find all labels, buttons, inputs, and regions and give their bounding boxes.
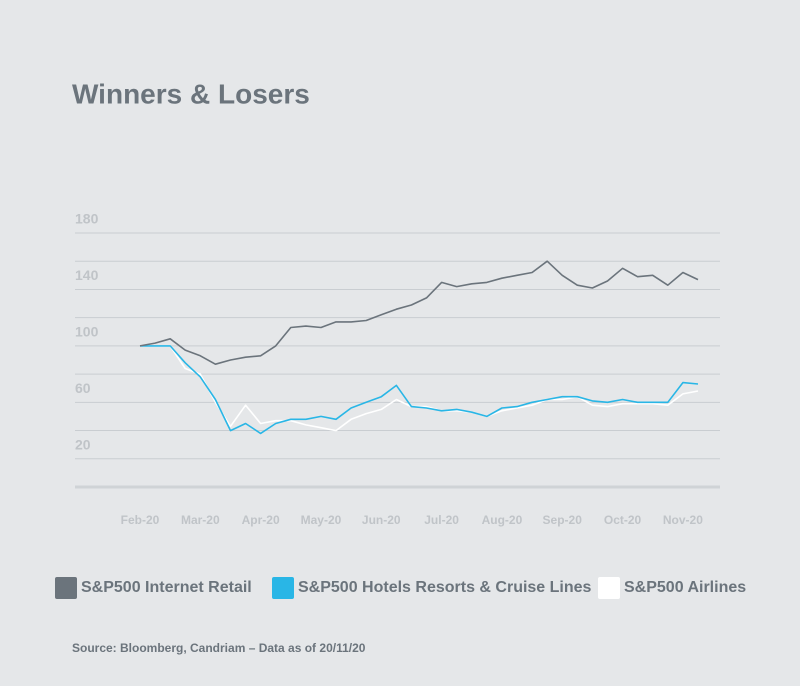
legend-label: S&P500 Hotels Resorts & Cruise Lines <box>298 579 592 596</box>
line-series <box>140 345 699 435</box>
x-tick-label: Sep-20 <box>543 513 583 527</box>
x-tick-label: Nov-20 <box>663 513 703 527</box>
x-tick-label: Apr-20 <box>242 513 280 527</box>
x-tick-label: Mar-20 <box>181 513 220 527</box>
x-tick-label: Jul-20 <box>424 513 459 527</box>
legend-label: S&P500 Airlines <box>624 579 746 596</box>
y-tick-label: 20 <box>75 436 91 452</box>
y-tick-label: 100 <box>75 324 99 340</box>
legend-swatch <box>598 577 620 599</box>
legend-label: S&P500 Internet Retail <box>81 579 252 596</box>
y-tick-label: 180 <box>75 211 99 227</box>
x-tick-label: Jun-20 <box>362 513 401 527</box>
y-tick-label: 140 <box>75 267 99 283</box>
y-tick-label: 60 <box>75 380 91 396</box>
legend-swatch <box>55 577 77 599</box>
x-tick-label: Aug-20 <box>482 513 523 527</box>
legend-swatch <box>272 577 294 599</box>
source: Source: Bloomberg, Candriam – Data as of… <box>72 641 366 655</box>
chart-title: Winners & Losers <box>72 78 310 109</box>
x-tick-label: Oct-20 <box>604 513 642 527</box>
line-series <box>139 260 699 365</box>
x-tick-label: May-20 <box>301 513 342 527</box>
x-tick-label: Feb-20 <box>121 513 160 527</box>
